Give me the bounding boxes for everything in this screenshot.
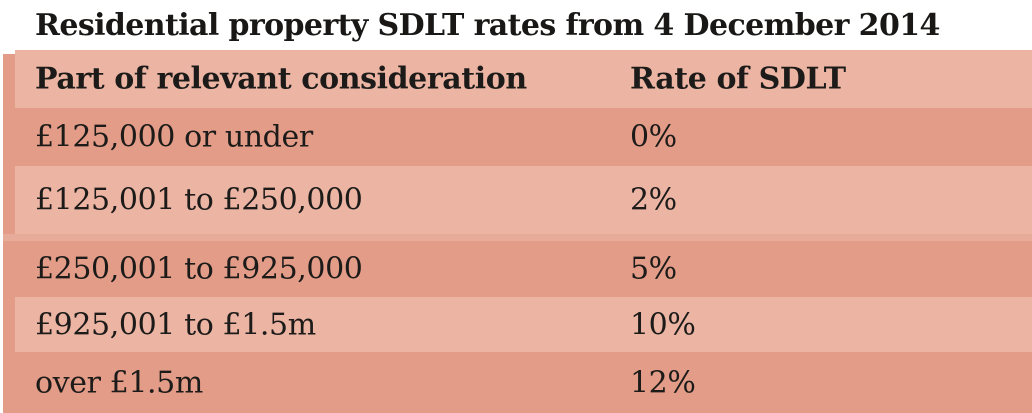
- table-section-divider: [3, 234, 1032, 241]
- consideration-cell: over £1.5m: [35, 365, 203, 400]
- rate-cell: 12%: [630, 365, 696, 400]
- rate-cell: 5%: [630, 251, 677, 287]
- table-row: £125,001 to £250,000 2%: [15, 166, 1032, 234]
- table-row: £925,001 to £1.5m 10%: [15, 297, 1032, 352]
- rate-cell: 0%: [630, 119, 677, 155]
- table-row: £250,001 to £925,000 5%: [3, 241, 1032, 297]
- column-header-consideration: Part of relevant consideration: [35, 61, 527, 97]
- rate-cell: 10%: [630, 307, 696, 342]
- column-header-rate: Rate of SDLT: [630, 61, 846, 97]
- figure-title: Residential property SDLT rates from 4 D…: [35, 7, 940, 43]
- table-row: £125,000 or under 0%: [3, 108, 1032, 166]
- consideration-cell: £125,000 or under: [35, 119, 313, 155]
- sdlt-rates-table: Part of relevant consideration Rate of S…: [3, 50, 1032, 413]
- consideration-cell: £925,001 to £1.5m: [35, 307, 316, 342]
- rate-cell: 2%: [630, 182, 677, 218]
- table-row: over £1.5m 12%: [3, 352, 1032, 413]
- table-rows: Part of relevant consideration Rate of S…: [3, 50, 1032, 413]
- table-header-row: Part of relevant consideration Rate of S…: [15, 50, 1032, 108]
- consideration-cell: £125,001 to £250,000: [35, 182, 363, 218]
- consideration-cell: £250,001 to £925,000: [35, 251, 363, 287]
